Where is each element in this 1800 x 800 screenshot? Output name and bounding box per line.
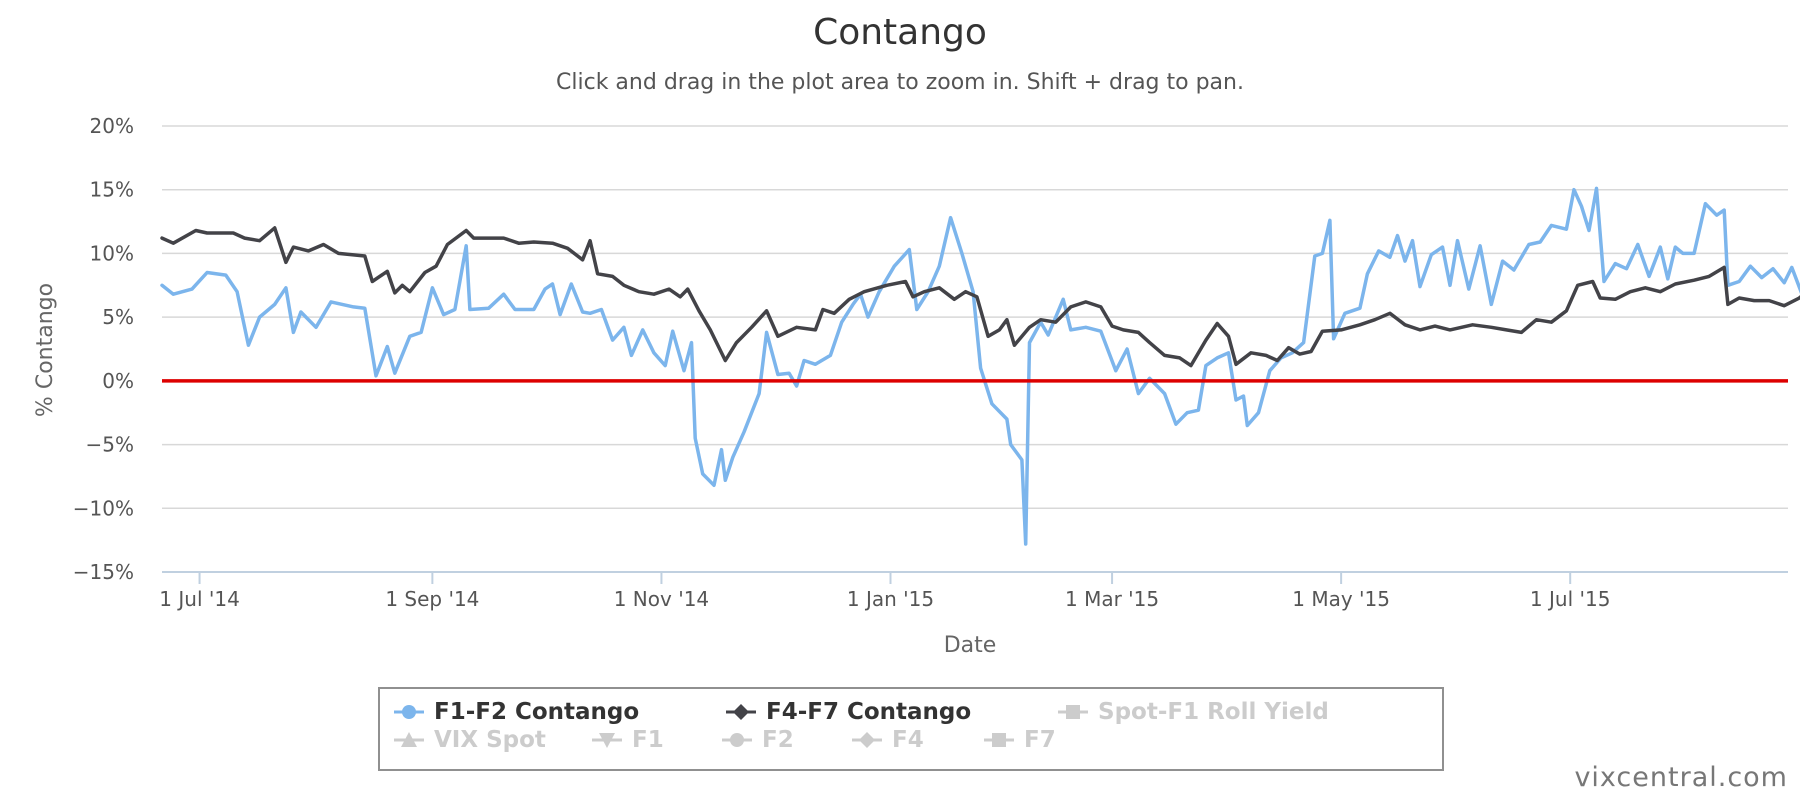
legend-label: F7 (1024, 727, 1056, 753)
diamond-marker-icon (852, 728, 882, 752)
x-tick-label: 1 Jan '15 (847, 587, 934, 611)
series-line-f4-f7-contango[interactable] (160, 226, 1800, 381)
y-tick-label: −15% (73, 560, 134, 584)
x-tick-label: 1 Mar '15 (1065, 587, 1159, 611)
legend-item-f1[interactable]: F1 (592, 725, 664, 755)
chart-title: Contango (813, 12, 987, 53)
x-tick-label: 1 Jul '14 (159, 587, 240, 611)
legend-label: Spot-F1 Roll Yield (1098, 699, 1329, 725)
circle-marker-icon (722, 728, 752, 752)
y-tick-label: −5% (86, 433, 135, 457)
legend-item-vix-spot[interactable]: VIX Spot (394, 725, 546, 755)
legend-label: F4 (892, 727, 924, 753)
x-tick-label: 1 Jul '15 (1530, 587, 1611, 611)
triangle-down-marker-icon (592, 728, 622, 752)
legend-item-f4[interactable]: F4 (852, 725, 924, 755)
legend-label: F4-F7 Contango (766, 699, 972, 725)
y-tick-label: 20% (90, 114, 134, 138)
legend-label: F1-F2 Contango (434, 699, 640, 725)
axes: 20% 15% 10% 5% 0% −5% −10% −15% 1 Jul '14 1 Sep '… (73, 114, 1788, 611)
legend-item-f2[interactable]: F2 (722, 725, 794, 755)
x-tick-label: 1 May '15 (1292, 587, 1390, 611)
triangle-marker-icon (394, 728, 424, 752)
legend: F1-F2 Contango F4-F7 Contango Spot-F1 Ro… (378, 687, 1444, 771)
watermark: vixcentral.com (1574, 762, 1788, 793)
legend-label: F1 (632, 727, 664, 753)
legend-item-spot-f1-roll-yield[interactable]: Spot-F1 Roll Yield (1058, 697, 1329, 727)
y-tick-label: 0% (102, 369, 134, 393)
legend-label: F2 (762, 727, 794, 753)
y-tick-label: 15% (90, 178, 134, 202)
y-tick-label: −10% (73, 496, 134, 520)
legend-item-f7[interactable]: F7 (984, 725, 1056, 755)
x-tick-label: 1 Nov '14 (614, 587, 709, 611)
y-axis-title: % Contango (33, 283, 58, 417)
diamond-marker-icon (726, 700, 756, 724)
square-marker-icon (1058, 700, 1088, 724)
chart-subtitle: Click and drag in the plot area to zoom … (556, 70, 1244, 95)
x-axis-title: Date (944, 633, 997, 658)
circle-marker-icon (394, 700, 424, 724)
legend-item-f4-f7-contango[interactable]: F4-F7 Contango (726, 697, 971, 727)
legend-label: VIX Spot (434, 727, 546, 753)
y-tick-label: 5% (102, 305, 134, 329)
square-marker-icon (984, 728, 1014, 752)
x-tick-label: 1 Sep '14 (385, 587, 479, 611)
legend-item-f1-f2-contango[interactable]: F1-F2 Contango (394, 697, 639, 727)
y-tick-label: 10% (90, 241, 134, 265)
series-lines[interactable] (160, 186, 1800, 546)
series-line-f1-f2-contango[interactable] (160, 186, 1800, 546)
